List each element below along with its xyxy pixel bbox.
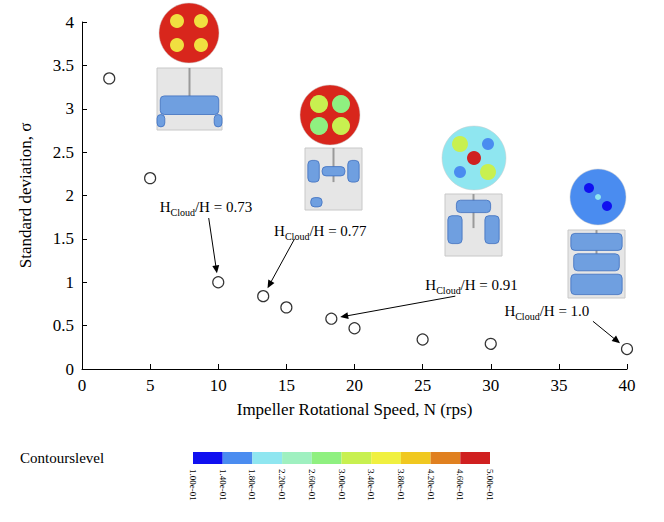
svg-text:Standard deviation, σ: Standard deviation, σ xyxy=(16,123,35,269)
svg-text:25: 25 xyxy=(414,376,431,395)
svg-text:35: 35 xyxy=(550,376,567,395)
svg-text:H: H xyxy=(274,223,285,239)
svg-text:1.40e-01: 1.40e-01 xyxy=(218,469,228,501)
svg-text:1.80e-01: 1.80e-01 xyxy=(247,469,257,501)
svg-text:0.5: 0.5 xyxy=(53,316,74,335)
svg-text:2.60e-01: 2.60e-01 xyxy=(307,469,317,501)
svg-text:3.00e-01: 3.00e-01 xyxy=(337,469,347,501)
svg-text:3.80e-01: 3.80e-01 xyxy=(396,469,406,501)
svg-text:20: 20 xyxy=(346,376,363,395)
svg-text:0: 0 xyxy=(78,376,87,395)
svg-text:1: 1 xyxy=(66,273,75,292)
svg-text:2.5: 2.5 xyxy=(53,143,74,162)
svg-text:4: 4 xyxy=(66,13,75,32)
svg-text:4.20e-01: 4.20e-01 xyxy=(426,469,436,501)
svg-text:Cloud: Cloud xyxy=(285,231,309,242)
svg-text:Contourslevel: Contourslevel xyxy=(20,450,104,466)
svg-text:2: 2 xyxy=(66,186,75,205)
svg-text:H: H xyxy=(425,277,436,293)
svg-text:5: 5 xyxy=(146,376,155,395)
svg-text:H: H xyxy=(160,199,171,215)
svg-text:/H = 0.91: /H = 0.91 xyxy=(461,277,518,293)
svg-text:0: 0 xyxy=(66,360,75,379)
svg-text:1.00e-01: 1.00e-01 xyxy=(188,469,198,501)
svg-text:/H = 0.73: /H = 0.73 xyxy=(195,199,252,215)
svg-text:1.5: 1.5 xyxy=(53,229,74,248)
svg-text:H: H xyxy=(504,303,515,319)
svg-text:/H = 0.77: /H = 0.77 xyxy=(309,223,367,239)
svg-text:30: 30 xyxy=(482,376,499,395)
svg-text:Cloud: Cloud xyxy=(170,207,194,218)
svg-text:Cloud: Cloud xyxy=(515,311,539,322)
svg-text:3: 3 xyxy=(66,99,75,118)
svg-text:3.40e-01: 3.40e-01 xyxy=(366,469,376,501)
svg-text:4.60e-01: 4.60e-01 xyxy=(455,469,465,501)
svg-text:15: 15 xyxy=(278,376,295,395)
svg-text:/H = 1.0: /H = 1.0 xyxy=(540,303,590,319)
svg-text:3.5: 3.5 xyxy=(53,56,74,75)
svg-text:2.20e-01: 2.20e-01 xyxy=(277,469,287,501)
svg-text:Impeller Rotational Speed, N (: Impeller Rotational Speed, N (rps) xyxy=(237,400,473,419)
svg-text:Cloud: Cloud xyxy=(436,285,460,296)
svg-text:40: 40 xyxy=(619,376,636,395)
svg-text:10: 10 xyxy=(210,376,227,395)
svg-text:5.00e-01: 5.00e-01 xyxy=(485,469,495,501)
